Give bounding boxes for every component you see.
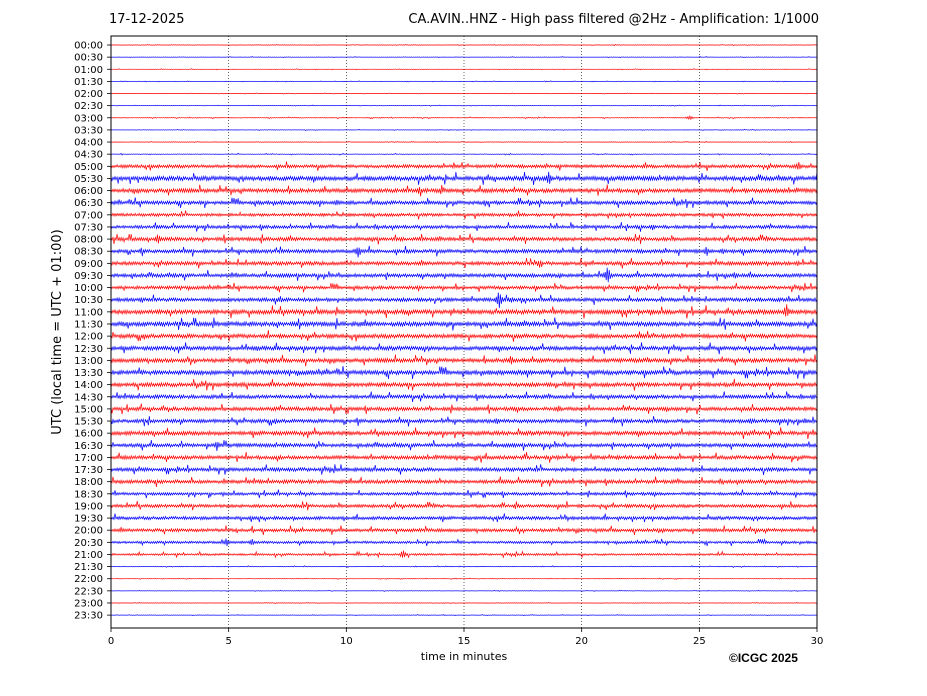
trace-2000: [110, 525, 818, 535]
x-tick-labels: 0 5 10 15 20 25 30: [108, 628, 824, 647]
y-tick-label-2000: 20:00: [74, 526, 103, 537]
y-tick-label-1530: 15:30: [74, 417, 103, 428]
trace-1400: [110, 378, 818, 391]
y-tick-label-2100: 21:00: [74, 550, 103, 561]
y-tick-label-1300: 13:00: [74, 356, 103, 367]
y-tick-label-0900: 09:00: [74, 259, 103, 270]
y-tick-label-0000: 00:00: [74, 41, 103, 52]
trace-1000: [110, 282, 818, 293]
y-tick-label-1230: 12:30: [74, 344, 103, 355]
y-tick-label-1800: 18:00: [74, 477, 103, 488]
x-tick-label-10: 10: [340, 636, 353, 647]
trace-2030: [110, 537, 818, 547]
y-tick-label-0830: 08:30: [74, 247, 103, 258]
trace-0800: [110, 233, 818, 245]
x-tick-label-0: 0: [108, 636, 114, 647]
y-tick-label-0700: 07:00: [74, 210, 103, 221]
y-tick-label-0100: 01:00: [74, 65, 103, 76]
y-tick-label-0430: 04:30: [74, 150, 103, 161]
trace-2230: [110, 589, 818, 592]
y-tick-label-2300: 23:00: [74, 598, 103, 609]
trace-1630: [110, 439, 818, 451]
y-tick-label-1000: 10:00: [74, 283, 103, 294]
y-tick-label-0330: 03:30: [74, 125, 103, 136]
y-tick-label-1100: 11:00: [74, 307, 103, 318]
date-label: 17-12-2025: [109, 12, 185, 27]
trace-0900: [110, 257, 818, 269]
y-tick-label-0730: 07:30: [74, 222, 103, 233]
y-tick-labels: 00:0000:3001:0001:3002:0002:3003:0003:30…: [74, 41, 111, 622]
trace-0830: [110, 245, 818, 258]
y-tick-label-0600: 06:00: [74, 186, 103, 197]
plot-frame: [110, 35, 818, 629]
trace-1830: [110, 489, 818, 499]
y-tick-label-1030: 10:30: [74, 295, 103, 306]
y-tick-label-2030: 20:30: [74, 538, 103, 549]
y-tick-label-1600: 16:00: [74, 429, 103, 440]
y-tick-label-2230: 22:30: [74, 586, 103, 597]
y-tick-label-0130: 01:30: [74, 77, 103, 88]
y-tick-label-0530: 05:30: [74, 174, 103, 185]
trace-2100: [110, 550, 818, 559]
y-tick-label-0400: 04:00: [74, 138, 103, 149]
trace-0730: [110, 222, 818, 232]
y-tick-label-1730: 17:30: [74, 465, 103, 476]
y-tick-label-2330: 23:30: [74, 611, 103, 622]
trace-1600: [110, 427, 818, 440]
trace-1930: [110, 513, 818, 523]
x-axis-label: time in minutes: [421, 650, 508, 663]
chart-title: CA.AVIN..HNZ - High pass filtered @2Hz -…: [408, 12, 819, 27]
trace-1900: [110, 501, 818, 511]
y-tick-label-1930: 19:30: [74, 514, 103, 525]
y-axis-label: UTC (local time = UTC + 01:00): [50, 229, 65, 434]
y-tick-label-1200: 12:00: [74, 332, 103, 343]
y-tick-label-0230: 02:30: [74, 101, 103, 112]
y-tick-label-0200: 02:00: [74, 89, 103, 100]
gridlines-group: [228, 36, 700, 628]
x-tick-label-25: 25: [693, 636, 706, 647]
trace-0930: [110, 267, 818, 283]
y-tick-label-0930: 09:30: [74, 271, 103, 282]
x-tick-label-30: 30: [811, 636, 824, 647]
trace-2130: [110, 565, 818, 569]
trace-1430: [110, 391, 818, 403]
y-tick-label-0800: 08:00: [74, 235, 103, 246]
y-tick-label-1330: 13:30: [74, 368, 103, 379]
copyright-label: ©ICGC 2025: [729, 651, 798, 665]
trace-2200: [110, 577, 818, 580]
y-tick-label-1700: 17:00: [74, 453, 103, 464]
trace-1800: [110, 476, 818, 487]
trace-0530: [110, 171, 818, 185]
trace-0600: [110, 184, 818, 197]
y-tick-label-1630: 16:30: [74, 441, 103, 452]
y-tick-label-1500: 15:00: [74, 404, 103, 415]
y-tick-label-2130: 21:30: [74, 562, 103, 573]
x-tick-label-20: 20: [575, 636, 588, 647]
y-tick-label-0630: 06:30: [74, 198, 103, 209]
trace-0700: [110, 210, 818, 220]
y-tick-label-1430: 14:30: [74, 392, 103, 403]
y-tick-label-0300: 03:00: [74, 113, 103, 124]
y-tick-label-1900: 19:00: [74, 501, 103, 512]
y-tick-label-1400: 14:00: [74, 380, 103, 391]
y-tick-label-0030: 00:30: [74, 53, 103, 64]
x-tick-label-15: 15: [458, 636, 471, 647]
y-tick-label-1130: 11:30: [74, 319, 103, 330]
y-tick-label-1830: 18:30: [74, 489, 103, 500]
y-tick-label-2200: 22:00: [74, 574, 103, 585]
y-tick-label-0500: 05:00: [74, 162, 103, 173]
x-tick-label-5: 5: [225, 636, 231, 647]
